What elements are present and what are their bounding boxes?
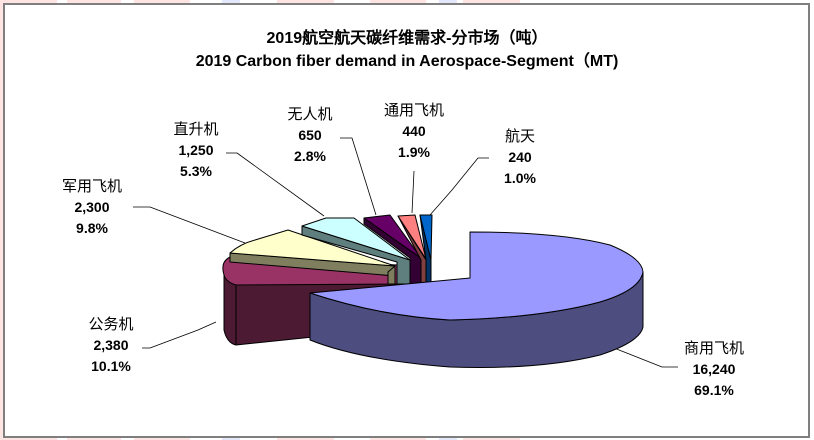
label-percent: 10.1% [91, 358, 131, 374]
label-percent: 1.0% [504, 170, 536, 186]
label-name: 直升机 [173, 120, 219, 138]
label-value: 1,250 [178, 142, 214, 158]
label-general-aviation: 通用飞机 440 1.9% [374, 100, 454, 163]
label-military: 军用飞机 2,300 9.8% [52, 176, 132, 239]
slice-helicopter [301, 217, 411, 285]
label-space: 航天 240 1.0% [490, 126, 550, 189]
label-name: 航天 [504, 127, 535, 145]
label-percent: 2.8% [294, 148, 326, 164]
label-value: 440 [402, 123, 426, 139]
chart-subtitle: 2019 Carbon fiber demand in Aerospace-Se… [195, 53, 619, 70]
chart-title: 2019航空航天碳纤维需求-分市场（吨） [266, 30, 548, 47]
label-name: 通用飞机 [383, 101, 444, 119]
label-name: 无人机 [287, 105, 333, 123]
label-value: 650 [298, 127, 322, 143]
label-value: 2,380 [93, 337, 129, 353]
label-value: 2,300 [74, 199, 110, 215]
label-percent: 69.1% [694, 382, 734, 398]
label-business-jet: 公务机 2,380 10.1% [75, 314, 147, 377]
slice-military [229, 229, 396, 285]
leader-lines [133, 137, 678, 368]
label-percent: 1.9% [398, 144, 430, 160]
label-value: 240 [508, 149, 532, 165]
label-helicopter: 直升机 1,250 5.3% [164, 119, 228, 182]
label-name: 商用飞机 [683, 339, 744, 357]
label-name: 公务机 [88, 315, 134, 333]
label-value: 16,240 [692, 361, 736, 377]
label-name: 军用飞机 [61, 177, 122, 195]
slice-commercial [309, 231, 644, 368]
label-commercial: 商用飞机 16,240 69.1% [674, 338, 754, 401]
label-percent: 9.8% [76, 220, 108, 236]
label-percent: 5.3% [180, 163, 212, 179]
label-uav: 无人机 650 2.8% [280, 104, 340, 167]
